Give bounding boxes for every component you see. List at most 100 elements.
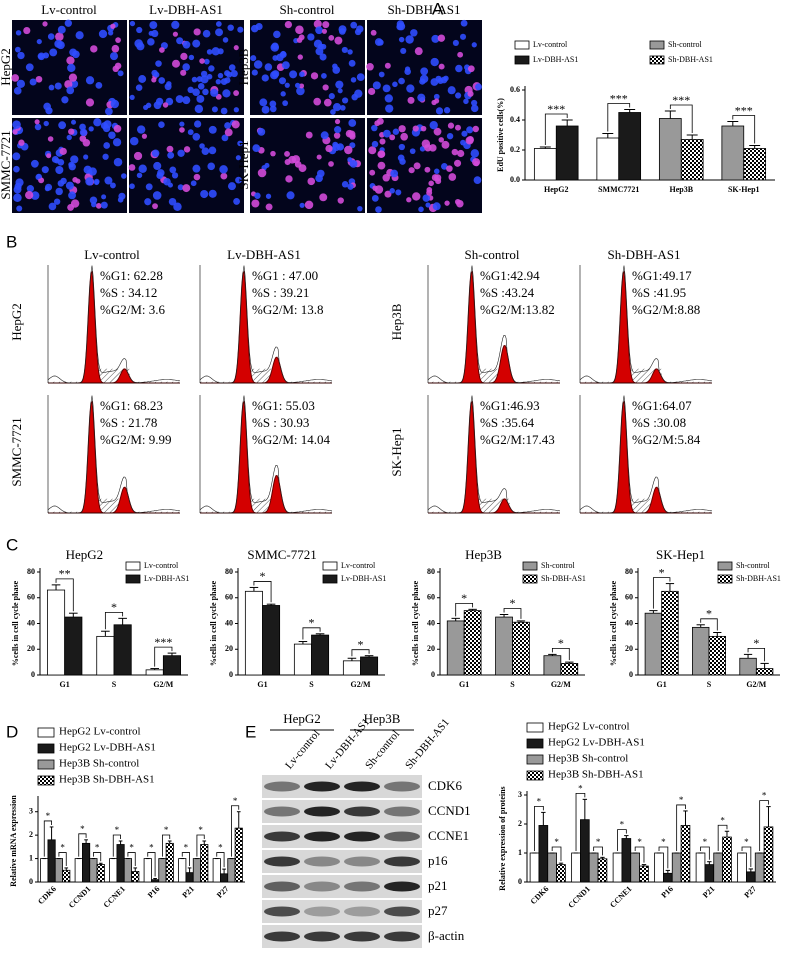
cell-cycle-stat: %S : 39.21 (252, 285, 309, 300)
cell-nucleus (328, 161, 334, 167)
cell-nucleus (438, 137, 444, 143)
cell-nucleus (438, 63, 445, 70)
significance-bracket (634, 846, 645, 863)
cell-nucleus (172, 31, 178, 37)
cell-nucleus (460, 33, 467, 40)
cell-nucleus (335, 80, 344, 89)
cell-nucleus (470, 149, 480, 158)
bar (713, 852, 723, 883)
significance-bracket (181, 852, 190, 866)
cell-nucleus (18, 139, 25, 146)
cell-nucleus (54, 82, 62, 90)
cell-nucleus (366, 62, 374, 71)
cell-nucleus (378, 71, 385, 78)
cell-nucleus (299, 71, 305, 78)
legend-label: Sh-control (541, 561, 576, 570)
cell-nucleus (215, 21, 222, 27)
cell-nucleus (166, 145, 174, 153)
cell-nucleus (471, 42, 477, 48)
cell-nucleus (227, 24, 234, 31)
cell-cycle-stat: %G1:42.94 (480, 268, 540, 283)
significance-bracket (93, 852, 102, 862)
legend-swatch (522, 574, 538, 584)
significance-bracket (58, 852, 67, 866)
significance-bracket (700, 618, 718, 631)
cell-nucleus (70, 155, 79, 164)
significance-bracket (741, 846, 752, 867)
legend-swatch (125, 561, 141, 571)
legend-label: Lv-control (533, 40, 568, 49)
y-tick-label: 2 (518, 819, 522, 828)
cell-nucleus (417, 93, 426, 102)
cell-nucleus (137, 125, 146, 134)
cell-nucleus (460, 139, 466, 146)
significance-bracket (607, 103, 631, 132)
cell-nucleus (455, 92, 462, 99)
cell-nucleus (472, 125, 479, 133)
significance-label: * (720, 815, 725, 825)
legend-swatch (37, 727, 55, 738)
cell-nucleus (141, 133, 148, 139)
cell-nucleus (68, 128, 75, 135)
cell-nucleus (42, 52, 50, 59)
cell-nucleus (93, 118, 102, 127)
bar (89, 858, 98, 883)
cell-nucleus (334, 118, 341, 125)
cell-nucleus (398, 77, 405, 85)
blot-strip (262, 900, 422, 923)
cell-nucleus (217, 48, 224, 55)
column-label: Sh-control (280, 2, 335, 17)
cell-nucleus (191, 76, 198, 83)
legend-label: Sh-DBH-AS1 (541, 574, 586, 583)
cell-nucleus (390, 169, 399, 178)
protein-label: β-actin (428, 928, 465, 943)
x-tick-label: CCNE1 (102, 884, 127, 909)
cell-nucleus (233, 197, 241, 205)
cell-nucleus (176, 37, 184, 45)
y-tick-label: 3 (29, 807, 33, 816)
blot-group: Hep3B (364, 711, 401, 726)
cell-nucleus (155, 60, 162, 67)
chart-title: Hep3B (465, 547, 502, 562)
cell-nucleus (110, 23, 116, 29)
cell-nucleus (85, 76, 95, 85)
blot-group: HepG2 (283, 711, 321, 726)
significance-label: * (762, 791, 767, 801)
cell-nucleus (129, 20, 136, 27)
cell-nucleus (319, 193, 328, 202)
cell-nucleus (473, 176, 482, 184)
cell-nucleus (36, 39, 42, 45)
y-tick-label: 20 (225, 644, 233, 653)
cell-nucleus (83, 165, 92, 174)
bar (62, 869, 71, 883)
cell-nucleus (447, 86, 456, 95)
cell-nucleus (431, 34, 440, 43)
x-tick-label: G1 (257, 680, 267, 689)
bar (596, 137, 620, 181)
cell-nucleus (233, 107, 239, 113)
significance-label: * (620, 820, 625, 830)
cell-nucleus (375, 206, 382, 213)
x-tick-label: CCND1 (566, 884, 592, 910)
bar (621, 838, 632, 883)
blot-band (304, 781, 340, 792)
y-axis-label: %cells in cell cycle phase (209, 580, 218, 666)
histogram-outline (47, 265, 181, 384)
bar (512, 621, 530, 676)
row-label: SK-Hep1 (236, 140, 251, 189)
cell-nucleus (426, 189, 433, 196)
cell-nucleus (233, 45, 239, 51)
column-label: Sh-control (465, 247, 520, 262)
cell-nucleus (16, 205, 23, 212)
cell-nucleus (307, 33, 315, 41)
bar (630, 852, 640, 883)
row-label: HepG2 (9, 303, 24, 341)
cell-nucleus (101, 194, 107, 200)
blot-band (344, 831, 380, 842)
y-tick-label: 0.6 (510, 85, 520, 94)
row-label: SMMC-7721 (0, 130, 13, 199)
cell-nucleus (65, 181, 74, 190)
cell-nucleus (285, 175, 293, 183)
cell-nucleus (47, 33, 55, 40)
cell-cycle-stat: %G2/M: 13.8 (252, 302, 324, 317)
